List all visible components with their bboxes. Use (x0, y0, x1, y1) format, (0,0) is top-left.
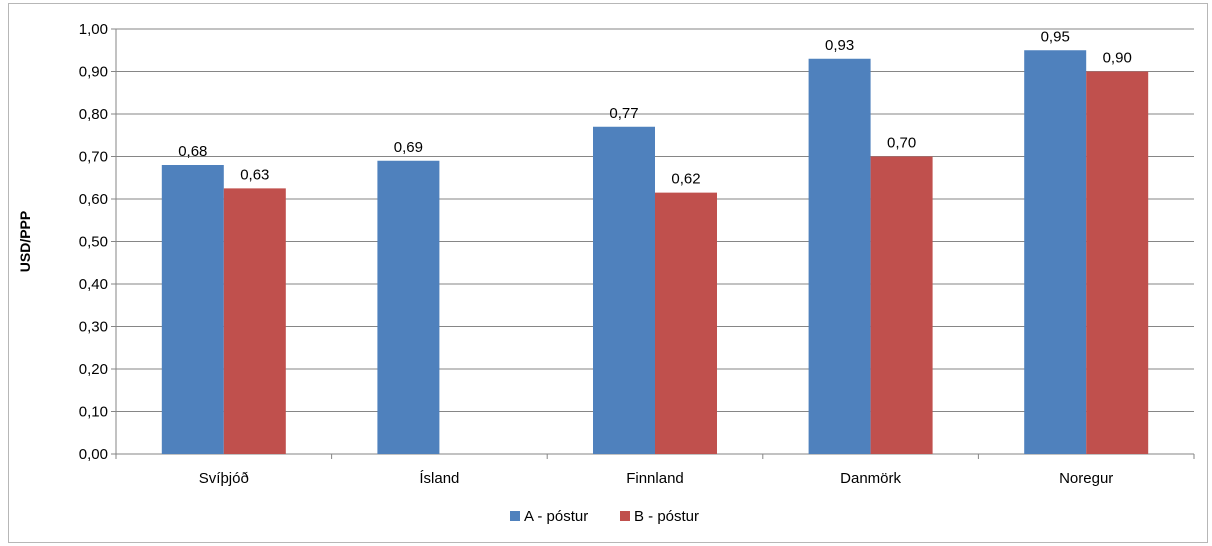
data-label: 0,90 (1103, 50, 1132, 67)
x-tick-label: Finnland (626, 470, 684, 487)
y-tick-label: 0,30 (79, 319, 108, 336)
data-label: 0,93 (825, 37, 854, 54)
data-label: 0,69 (394, 139, 423, 156)
data-label: 0,68 (178, 143, 207, 160)
bar (655, 192, 717, 454)
y-tick-label: 0,90 (79, 64, 108, 81)
bar (161, 165, 224, 454)
y-tick-label: 0,10 (79, 404, 108, 421)
x-tick-label: Ísland (419, 470, 459, 487)
y-axis-title: USD/PPP (17, 211, 33, 272)
y-tick-label: 0,50 (79, 234, 108, 251)
data-label: 0,77 (609, 105, 638, 122)
bar (223, 188, 286, 454)
y-tick-label: 0,60 (79, 191, 108, 208)
y-tick-label: 0,00 (79, 446, 108, 463)
y-tick-label: 1,00 (79, 21, 108, 38)
data-label: 0,70 (887, 135, 916, 152)
bar (808, 58, 871, 454)
bar (870, 156, 933, 454)
legend-label: A - póstur (524, 508, 588, 525)
y-tick-label: 0,80 (79, 106, 108, 123)
data-label: 0,62 (671, 171, 700, 188)
y-tick-label: 0,40 (79, 276, 108, 293)
x-tick-label: Svíþjóð (199, 470, 249, 487)
x-tick-label: Noregur (1059, 470, 1113, 487)
bar (1086, 71, 1149, 454)
bar (1024, 50, 1087, 454)
data-label: 0,63 (240, 166, 269, 183)
legend-swatch (510, 511, 520, 521)
x-tick-label: Danmörk (840, 470, 901, 487)
y-tick-label: 0,70 (79, 149, 108, 166)
bar (593, 126, 655, 454)
legend-swatch (620, 511, 630, 521)
y-tick-label: 0,20 (79, 361, 108, 378)
data-label: 0,95 (1041, 28, 1070, 45)
bar (377, 160, 440, 454)
legend-label: B - póstur (634, 508, 699, 525)
